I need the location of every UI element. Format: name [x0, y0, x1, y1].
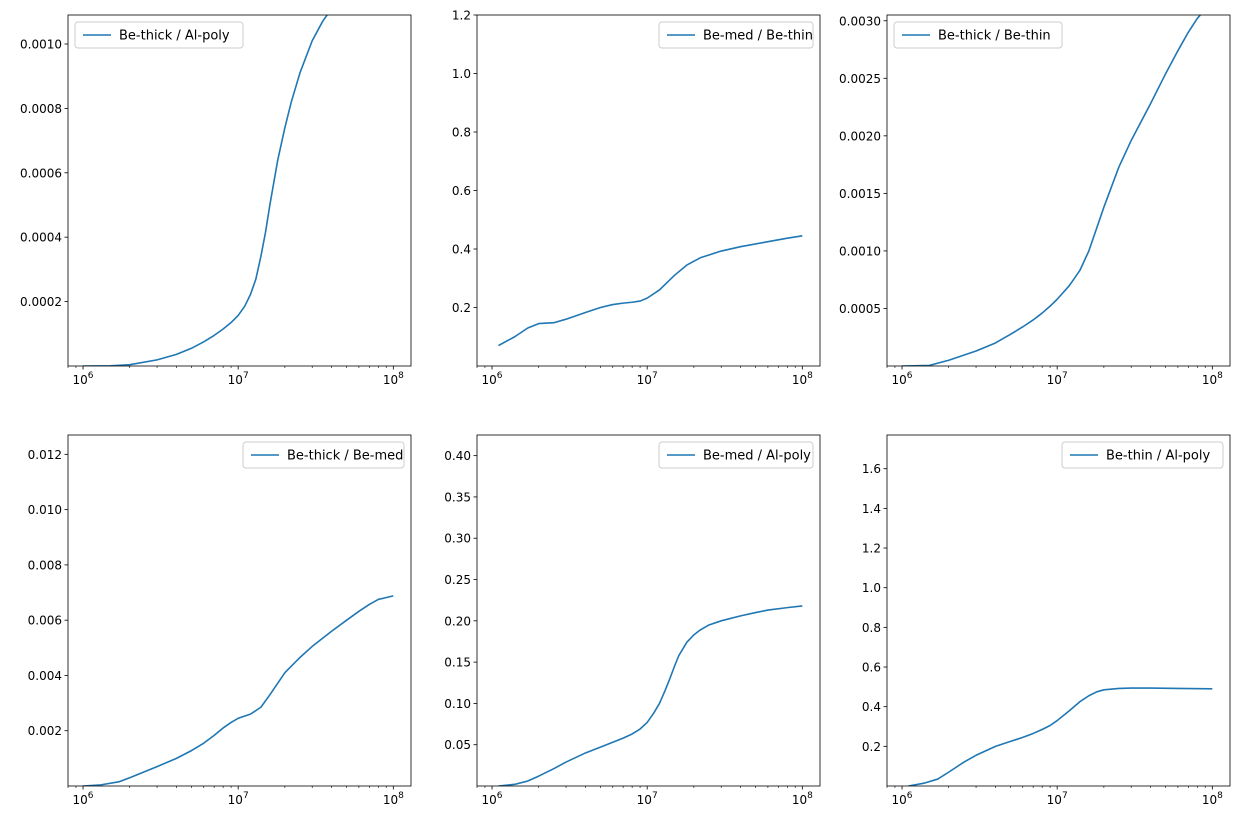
y-tick-label: 0.0020 [839, 129, 881, 143]
y-tick-label: 1.2 [862, 542, 881, 556]
y-tick-label: 0.012 [28, 448, 62, 462]
y-tick-label: 0.008 [28, 558, 62, 572]
y-tick-label: 0.30 [444, 532, 471, 546]
x-tick-label: 107 [1047, 371, 1068, 387]
x-tick-label: 106 [892, 791, 913, 807]
plot-area [477, 15, 820, 366]
axes-frame [476, 434, 821, 787]
legend-box [893, 21, 1063, 49]
y-tick-label: 0.0010 [839, 244, 881, 258]
x-tick-label: 108 [383, 791, 404, 807]
x-tick-label: 107 [637, 791, 658, 807]
subplot-6: 106 107 108 0.2 0.4 0.6 0.8 1.0 1.2 1.4 1.6 Be-thin… [862, 434, 1231, 807]
y-tick-label: 0.25 [444, 573, 471, 587]
y-tick-label: 0.4 [452, 243, 471, 257]
axes-frame [476, 14, 821, 367]
x-tick-label: 106 [482, 371, 503, 387]
legend-label: Be-med / Al-poly [703, 449, 811, 464]
x-tick-label: 108 [383, 371, 404, 387]
y-tick-label: 1.2 [452, 9, 471, 23]
plot-area [68, 15, 411, 366]
y-tick-label: 0.004 [28, 669, 62, 683]
subplot-5: 106 107 108 0.05 0.10 0.15 0.20 0.25 0.30 0.35 0.4… [444, 434, 821, 807]
x-tick-label: 108 [1202, 371, 1223, 387]
y-tick-label: 0.2 [862, 740, 881, 754]
x-tick-label: 106 [482, 791, 503, 807]
legend-box [658, 441, 814, 469]
axes-frame [886, 14, 1231, 367]
legend-label: Be-thick / Be-thin [938, 29, 1051, 44]
y-tick-label: 0.4 [862, 700, 881, 714]
subplot-1: 106 107 108 0.0002 0.0004 0.0006 0.0008 0.0010 B… [20, 14, 412, 387]
series-line [908, 687, 1213, 786]
y-tick-label: 0.006 [28, 614, 62, 628]
legend-box [658, 21, 814, 49]
y-tick-label: 0.010 [28, 503, 62, 517]
x-tick-label: 106 [73, 371, 94, 387]
x-tick-label: 108 [1202, 791, 1223, 807]
y-tick-label: 0.40 [444, 449, 471, 463]
y-tick-label: 0.10 [444, 697, 471, 711]
y-tick-label: 0.0015 [839, 187, 881, 201]
legend: Be-med / Al-poly [658, 441, 814, 469]
axes-frame [67, 14, 412, 367]
y-tick-label: 0.15 [444, 656, 471, 670]
y-tick-label: 0.002 [28, 724, 62, 738]
legend-label: Be-thin / Al-poly [1106, 449, 1210, 464]
y-tick-label: 1.0 [452, 67, 471, 81]
series-line [82, 595, 394, 786]
x-tick-label: 106 [892, 371, 913, 387]
legend-label: Be-thick / Be-med [287, 449, 403, 464]
legend-label: Be-thick / Al-poly [119, 29, 230, 44]
series-line [83, 15, 329, 366]
x-tick-label: 107 [637, 371, 658, 387]
legend-box [242, 441, 405, 469]
subplot-3: 106 107 108 0.0005 0.0010 0.0015 0.0020 0.0025 0… [839, 14, 1231, 387]
y-tick-label: 0.0006 [20, 166, 62, 180]
y-tick-label: 0.0030 [839, 14, 881, 28]
axes-frame [67, 434, 412, 787]
plot-area [887, 435, 1230, 786]
y-tick-label: 0.8 [862, 621, 881, 635]
y-tick-label: 0.0008 [20, 102, 62, 116]
subplot-4: 106 107 108 0.002 0.004 0.006 0.008 0.010 0.012 B… [28, 434, 412, 807]
axes-frame [886, 434, 1231, 787]
legend-box [74, 21, 244, 49]
y-tick-label: 0.0005 [839, 302, 881, 316]
y-tick-label: 0.0004 [20, 231, 62, 245]
plot-area [68, 435, 411, 786]
series-line [498, 605, 803, 786]
legend: Be-thick / Al-poly [74, 21, 244, 49]
x-tick-label: 108 [792, 371, 813, 387]
y-tick-label: 1.4 [862, 502, 881, 516]
x-tick-label: 107 [228, 371, 249, 387]
x-tick-label: 108 [792, 791, 813, 807]
y-tick-label: 0.6 [452, 184, 471, 198]
y-tick-label: 1.6 [862, 462, 881, 476]
subplot-2: 106 107 108 0.2 0.4 0.6 0.8 1.0 1.2 Be-med / Be-t… [452, 9, 821, 387]
plot-area [887, 15, 1230, 366]
series-line [902, 15, 1202, 366]
y-tick-label: 0.8 [452, 126, 471, 140]
legend: Be-thin / Al-poly [1061, 441, 1224, 469]
legend: Be-med / Be-thin [658, 21, 814, 49]
y-tick-label: 0.2 [452, 301, 471, 315]
legend-box [1061, 441, 1224, 469]
x-tick-label: 106 [73, 791, 94, 807]
y-tick-label: 0.35 [444, 490, 471, 504]
y-tick-label: 0.20 [444, 614, 471, 628]
y-tick-label: 0.0002 [20, 295, 62, 309]
y-tick-label: 0.0025 [839, 72, 881, 86]
legend: Be-thick / Be-med [242, 441, 405, 469]
series-line [498, 235, 803, 347]
legend-label: Be-med / Be-thin [703, 29, 813, 44]
y-tick-label: 0.6 [862, 661, 881, 675]
x-tick-label: 107 [228, 791, 249, 807]
y-tick-label: 0.05 [444, 738, 471, 752]
x-tick-label: 107 [1047, 791, 1068, 807]
y-tick-label: 0.0010 [20, 37, 62, 51]
legend: Be-thick / Be-thin [893, 21, 1063, 49]
y-tick-label: 1.0 [862, 581, 881, 595]
